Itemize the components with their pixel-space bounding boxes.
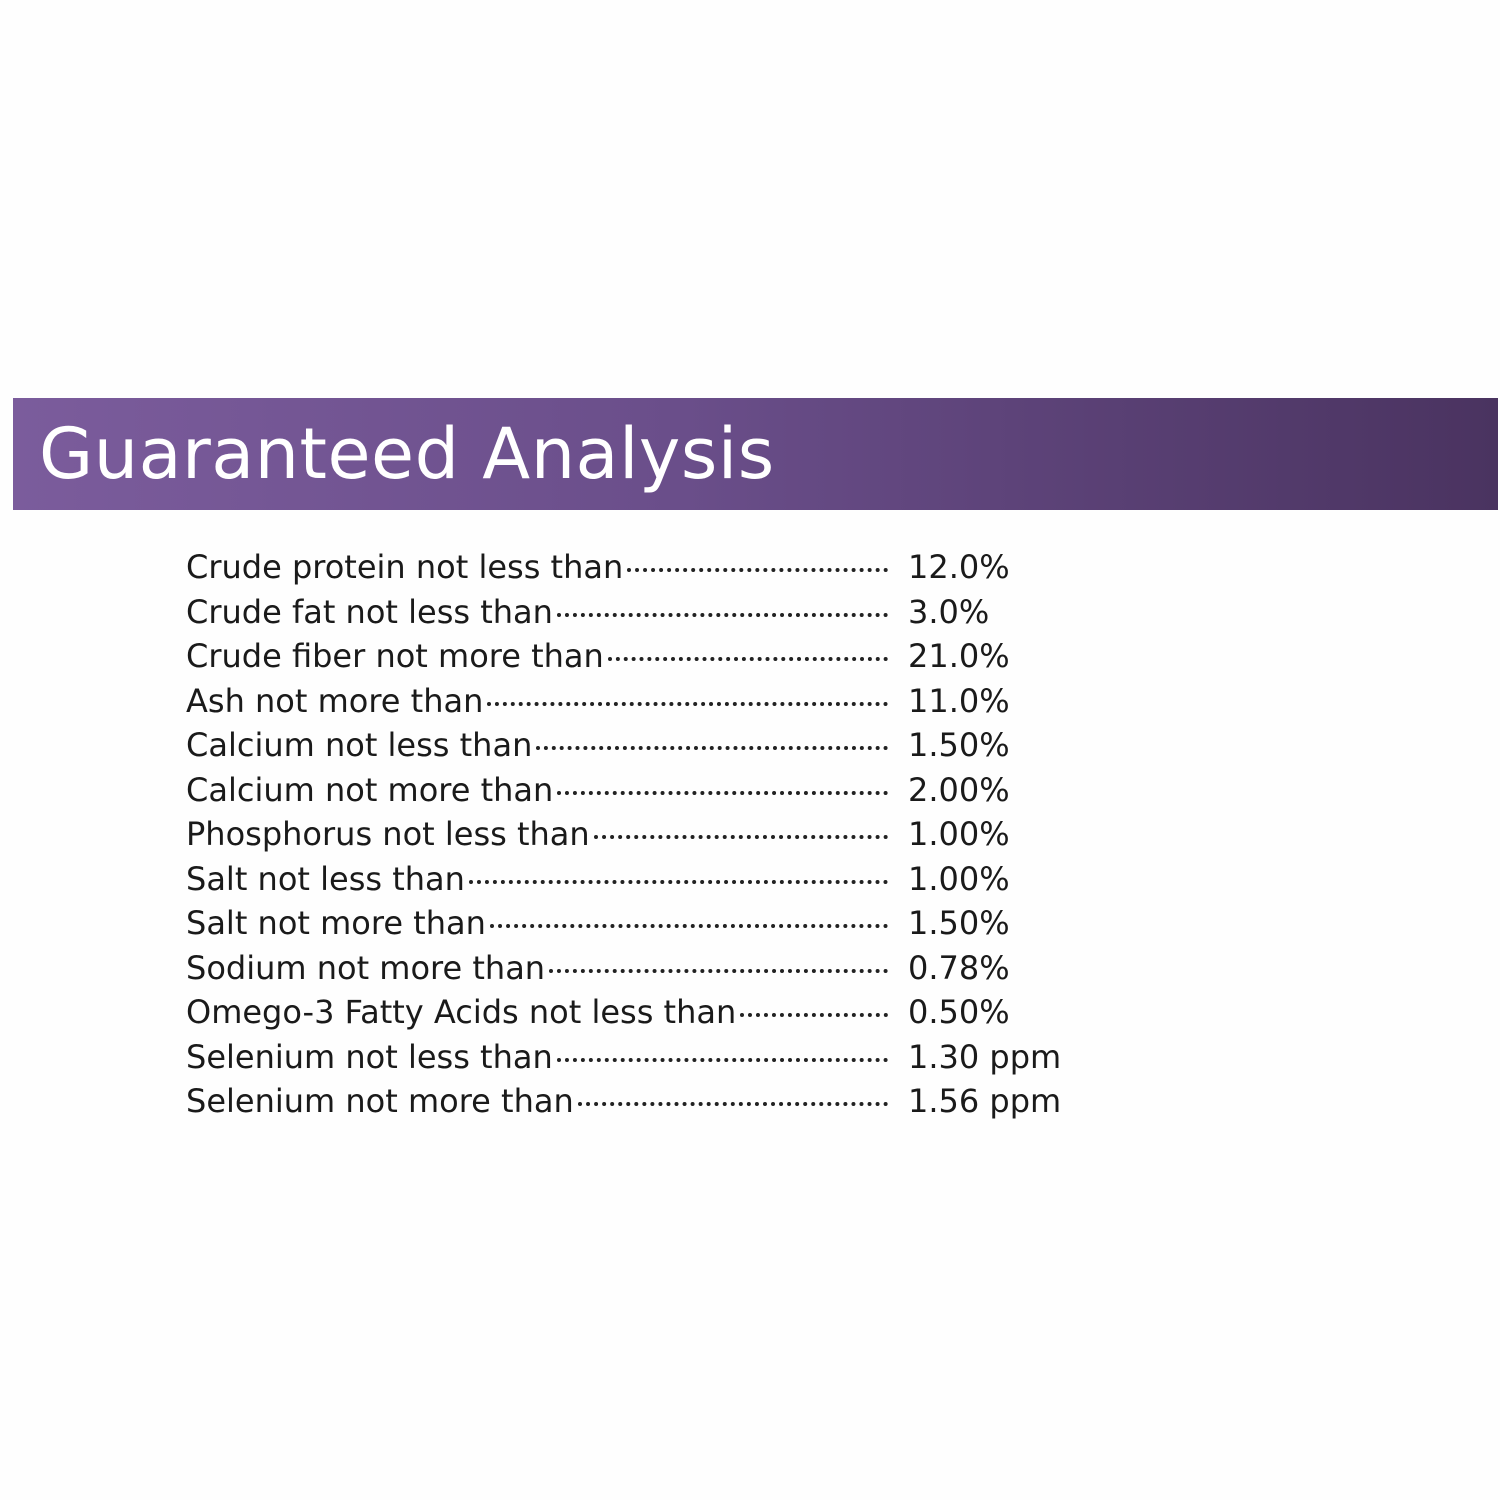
dot-leader: [627, 568, 888, 572]
table-row: Selenium not more than 1.56 ppm: [186, 1079, 1086, 1124]
dot-leader: [593, 835, 888, 839]
table-row: Crude protein not less than 12.0%: [186, 545, 1086, 590]
table-row: Sodium not more than 0.78%: [186, 946, 1086, 991]
nutrient-label: Omego-3 Fatty Acids not less than: [186, 993, 737, 1031]
dot-leader: [487, 701, 888, 706]
nutrient-value: 2.00%: [908, 770, 1010, 809]
nutrient-value: 1.00%: [908, 859, 1010, 898]
dot-leader: [468, 879, 888, 884]
dot-leader: [536, 746, 888, 750]
dot-leader: [549, 968, 888, 973]
nutrient-label: Phosphorus not less than: [186, 815, 590, 853]
dot-leader: [740, 1013, 888, 1017]
nutrient-label: Crude fat not less than: [186, 592, 553, 631]
table-row: Calcium not less than 1.50%: [186, 723, 1086, 768]
nutrient-label: Salt not less than: [186, 859, 465, 898]
table-row: Salt not less than 1.00%: [186, 857, 1086, 902]
dot-leader: [557, 790, 888, 795]
table-row: Ash not more than 11.0%: [186, 679, 1086, 724]
nutrient-value: 1.50%: [908, 904, 1010, 942]
analysis-table: Crude protein not less than 12.0% Crude fa…: [186, 545, 1086, 1124]
title: Guaranteed Analysis: [39, 413, 775, 495]
nutrient-value: 11.0%: [908, 681, 1010, 720]
table-row: Calcium not more than 2.00%: [186, 768, 1086, 813]
nutrient-value: 3.0%: [908, 592, 990, 631]
nutrient-value: 0.50%: [908, 993, 1010, 1031]
table-row: Omego-3 Fatty Acids not less than 0.50%: [186, 990, 1086, 1035]
dot-leader: [489, 924, 888, 928]
nutrient-value: 21.0%: [908, 637, 1010, 675]
table-row: Crude fat not less than 3.0%: [186, 590, 1086, 635]
table-row: Crude fiber not more than 21.0%: [186, 634, 1086, 679]
table-row: Salt not more than 1.50%: [186, 901, 1086, 946]
nutrient-value: 1.50%: [908, 726, 1010, 764]
dot-leader: [577, 1102, 888, 1106]
nutrient-label: Selenium not less than: [186, 1037, 553, 1076]
nutrient-label: Calcium not less than: [186, 726, 533, 764]
nutrient-label: Calcium not more than: [186, 770, 554, 809]
nutrient-label: Crude fiber not more than: [186, 637, 604, 675]
nutrient-value: 1.56 ppm: [908, 1082, 1062, 1120]
dot-leader: [556, 612, 888, 617]
nutrient-label: Sodium not more than: [186, 948, 546, 987]
nutrient-value: 1.00%: [908, 815, 1010, 853]
nutrient-label: Salt not more than: [186, 904, 486, 942]
table-row: Selenium not less than 1.30 ppm: [186, 1035, 1086, 1080]
nutrient-value: 1.30 ppm: [908, 1037, 1062, 1076]
table-row: Phosphorus not less than 1.00%: [186, 812, 1086, 857]
nutrient-label: Ash not more than: [186, 681, 484, 720]
banner: Guaranteed Analysis: [13, 398, 1498, 510]
nutrient-value: 0.78%: [908, 948, 1010, 987]
nutrient-value: 12.0%: [908, 548, 1010, 586]
nutrient-label: Selenium not more than: [186, 1082, 574, 1120]
dot-leader: [556, 1057, 888, 1062]
dot-leader: [607, 657, 888, 661]
nutrient-label: Crude protein not less than: [186, 548, 624, 586]
